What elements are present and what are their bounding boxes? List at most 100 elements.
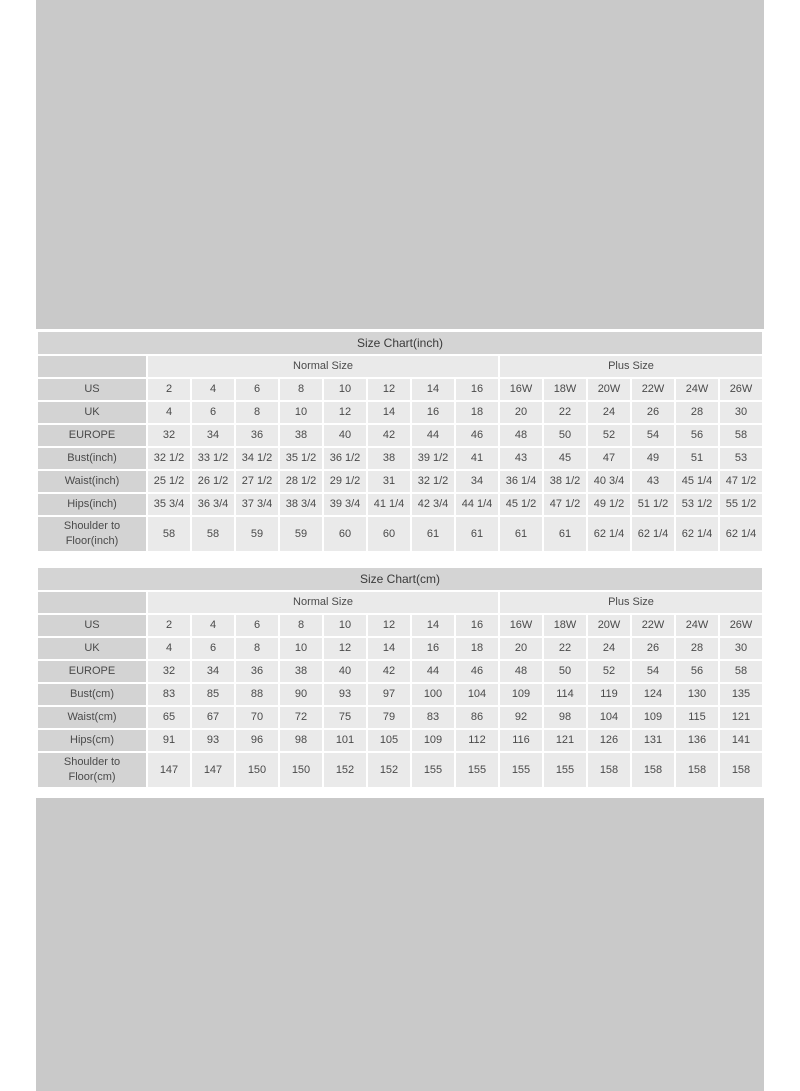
size-value: 49 — [632, 448, 674, 469]
content-column: Size Chart(inch) Normal Size Plus Size US 2 4… — [36, 0, 764, 1091]
size-value: 51 — [676, 448, 718, 469]
size-value: 58 — [148, 517, 190, 551]
size-value: 54 — [632, 425, 674, 446]
size-value: 136 — [676, 730, 718, 751]
table-row: UK 4 6 8 10 12 14 16 18 20 22 24 26 28 30 — [38, 638, 762, 659]
size-value: 6 — [192, 638, 234, 659]
size-value: 147 — [192, 753, 234, 787]
row-label: EUROPE — [38, 425, 146, 446]
table-row: Bust(inch) 32 1/2 33 1/2 34 1/2 35 1/2 36 1/2… — [38, 448, 762, 469]
size-value: 43 — [500, 448, 542, 469]
size-value: 16 — [456, 379, 498, 400]
row-label: Hips(inch) — [38, 494, 146, 515]
size-value: 20 — [500, 638, 542, 659]
column-group-header: Plus Size — [500, 592, 762, 613]
size-value: 104 — [588, 707, 630, 728]
size-value: 6 — [192, 402, 234, 423]
size-value: 26 1/2 — [192, 471, 234, 492]
size-value: 16 — [412, 402, 454, 423]
size-value: 47 1/2 — [544, 494, 586, 515]
size-value: 16 — [456, 615, 498, 636]
size-value: 97 — [368, 684, 410, 705]
size-value: 62 1/4 — [676, 517, 718, 551]
size-value: 16 — [412, 638, 454, 659]
size-value: 41 1/4 — [368, 494, 410, 515]
table-row: Hips(inch) 35 3/4 36 3/4 37 3/4 38 3/4 39 3/4… — [38, 494, 762, 515]
size-value: 38 1/2 — [544, 471, 586, 492]
size-value: 14 — [368, 638, 410, 659]
size-value: 155 — [412, 753, 454, 787]
size-value: 12 — [324, 638, 366, 659]
size-value: 92 — [500, 707, 542, 728]
table-row: Waist(cm) 65 67 70 72 75 79 83 86 92 98 104 109 115 12… — [38, 707, 762, 728]
size-value: 45 1/4 — [676, 471, 718, 492]
size-value: 46 — [456, 425, 498, 446]
table-row: US 2 4 6 8 10 12 14 16 16W 18W 20W 22W 24W 26W — [38, 379, 762, 400]
row-label: US — [38, 379, 146, 400]
size-value: 48 — [500, 661, 542, 682]
size-value: 150 — [236, 753, 278, 787]
size-value: 20W — [588, 615, 630, 636]
size-value: 14 — [368, 402, 410, 423]
size-value: 30 — [720, 638, 762, 659]
size-value: 28 1/2 — [280, 471, 322, 492]
size-value: 34 — [456, 471, 498, 492]
size-value: 119 — [588, 684, 630, 705]
size-value: 121 — [544, 730, 586, 751]
size-value: 31 — [368, 471, 410, 492]
table-row: US 2 4 6 8 10 12 14 16 16W 18W 20W 22W 24W 26W — [38, 615, 762, 636]
size-value: 32 — [148, 425, 190, 446]
size-value: 91 — [148, 730, 190, 751]
size-chart-inch-table: Size Chart(inch) Normal Size Plus Size US 2 4… — [36, 330, 764, 553]
size-value: 158 — [676, 753, 718, 787]
size-value: 109 — [632, 707, 674, 728]
size-value: 93 — [324, 684, 366, 705]
size-value: 10 — [280, 638, 322, 659]
row-label: Bust(cm) — [38, 684, 146, 705]
size-value: 45 — [544, 448, 586, 469]
size-value: 32 1/2 — [412, 471, 454, 492]
size-value: 12 — [368, 379, 410, 400]
table-row: Shoulder to Floor(cm) 147 147 150 150 152 152 1… — [38, 753, 762, 787]
image-placeholder-top — [36, 0, 764, 329]
size-value: 54 — [632, 661, 674, 682]
size-value: 28 — [676, 402, 718, 423]
size-value: 61 — [456, 517, 498, 551]
size-value: 44 — [412, 661, 454, 682]
size-value: 48 — [500, 425, 542, 446]
size-value: 50 — [544, 661, 586, 682]
size-value: 8 — [280, 615, 322, 636]
column-group-header: Plus Size — [500, 356, 762, 377]
chart-title: Size Chart(inch) — [38, 332, 762, 354]
size-value: 8 — [236, 402, 278, 423]
size-value: 100 — [412, 684, 454, 705]
size-value: 30 — [720, 402, 762, 423]
size-value: 12 — [324, 402, 366, 423]
size-value: 49 1/2 — [588, 494, 630, 515]
size-value: 155 — [500, 753, 542, 787]
size-value: 4 — [192, 615, 234, 636]
size-value: 34 — [192, 425, 234, 446]
size-value: 24 — [588, 402, 630, 423]
row-label: Shoulder to Floor(inch) — [38, 517, 146, 551]
size-value: 37 3/4 — [236, 494, 278, 515]
size-value: 158 — [632, 753, 674, 787]
size-value: 42 — [368, 661, 410, 682]
chart-title-row: Size Chart(cm) — [38, 568, 762, 590]
size-value: 22 — [544, 638, 586, 659]
size-value: 22 — [544, 402, 586, 423]
size-value: 83 — [412, 707, 454, 728]
size-value: 43 — [632, 471, 674, 492]
size-value: 109 — [500, 684, 542, 705]
size-value: 18 — [456, 638, 498, 659]
size-value: 65 — [148, 707, 190, 728]
size-value: 46 — [456, 661, 498, 682]
size-value: 14 — [412, 615, 454, 636]
size-value: 41 — [456, 448, 498, 469]
size-value: 29 1/2 — [324, 471, 366, 492]
table-row: Shoulder to Floor(inch) 58 58 59 59 60 60 61 61 6… — [38, 517, 762, 551]
size-value: 36 1/4 — [500, 471, 542, 492]
column-group-row: Normal Size Plus Size — [38, 356, 762, 377]
size-value: 24 — [588, 638, 630, 659]
size-value: 158 — [588, 753, 630, 787]
